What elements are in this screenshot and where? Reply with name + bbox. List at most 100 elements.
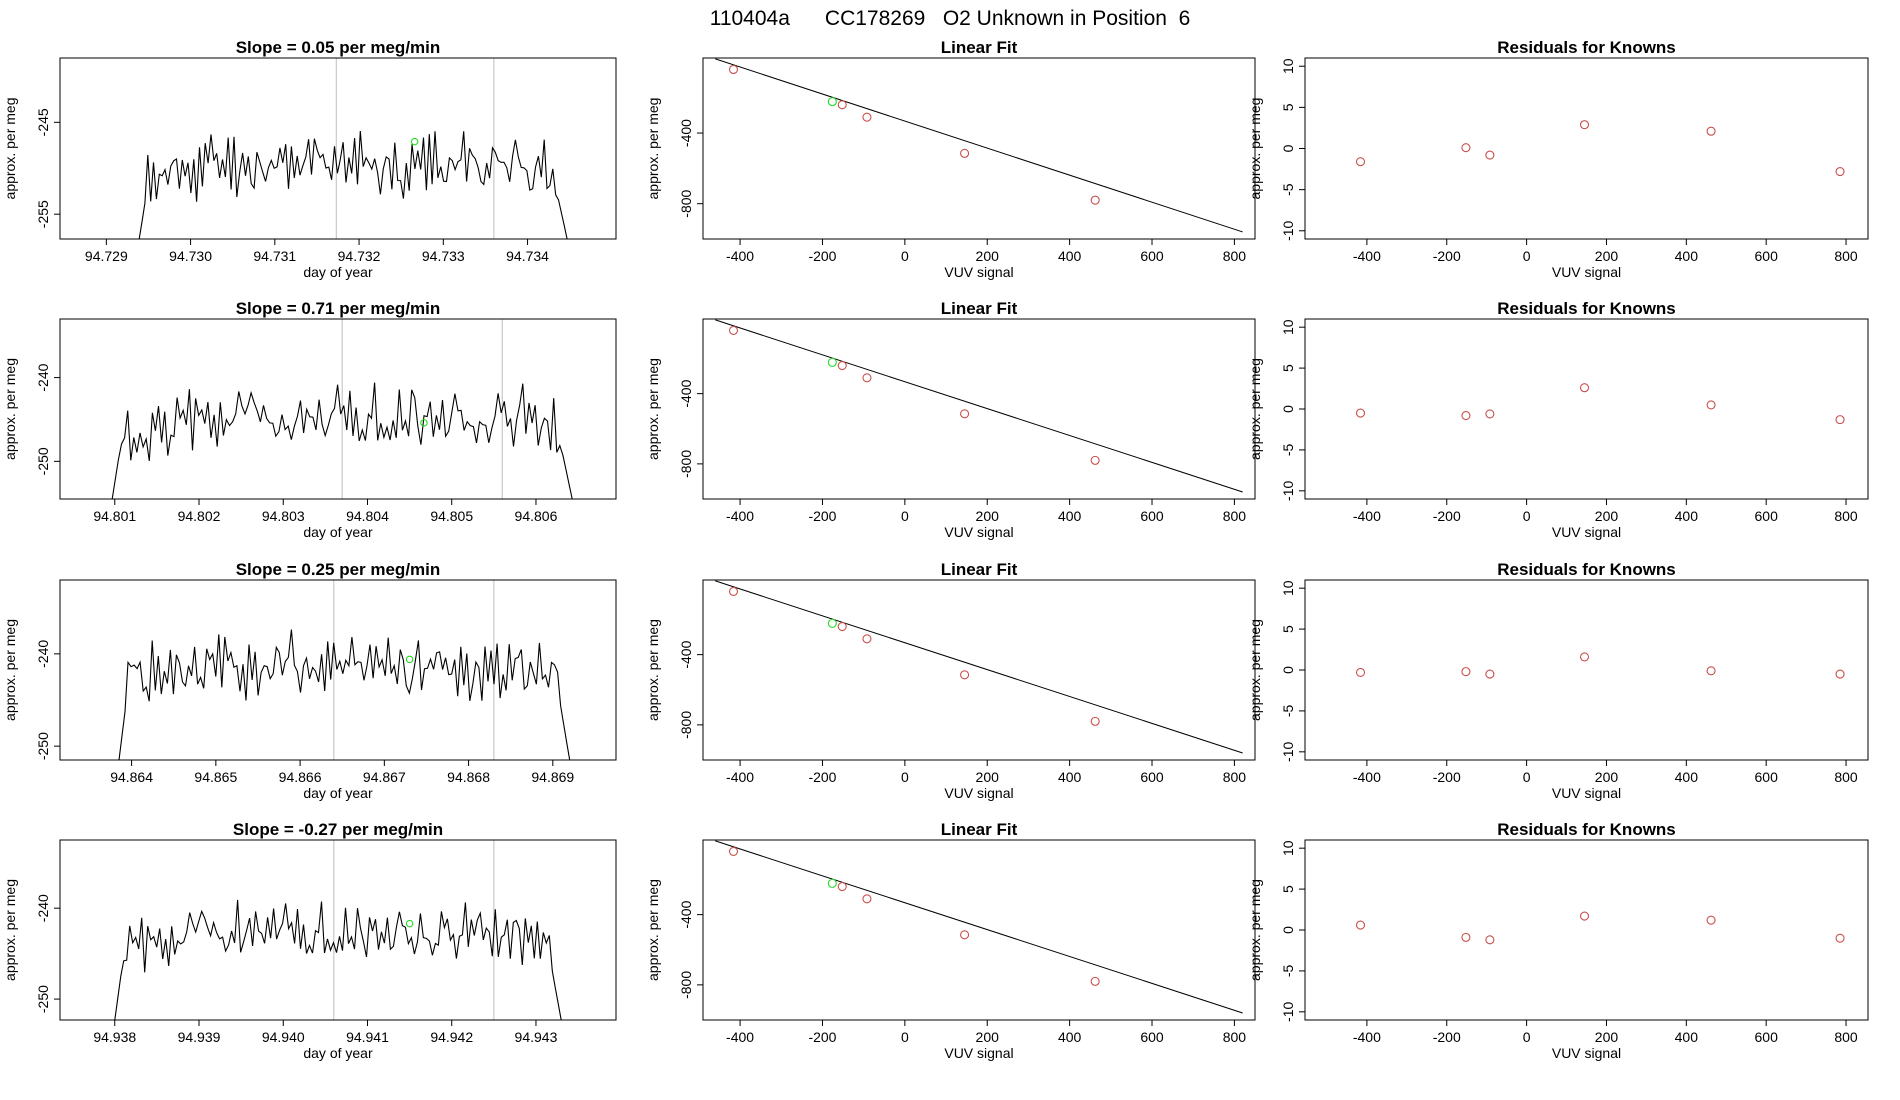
residual-point (1485, 935, 1495, 945)
plot-frame (702, 579, 1256, 761)
x-tick-label: 94.941 (346, 1029, 389, 1045)
x-tick-label: 94.943 (515, 1029, 558, 1045)
y-axis-label: approx. per meg (2, 619, 18, 721)
x-tick-label: 400 (1675, 1029, 1699, 1045)
fit-line (715, 58, 1243, 233)
residual-point (1485, 409, 1495, 419)
plot-area (1355, 120, 1845, 177)
x-tick-label: 600 (1140, 769, 1164, 785)
x-tick-label: 0 (1523, 508, 1531, 524)
panel-trace-1: Slope = 0.05 per meg/min 94.729 94.730 94.7… (2, 38, 617, 280)
y-tick-label: 10 (1280, 58, 1296, 74)
panel-title: Residuals for Knowns (1497, 299, 1676, 318)
panel-title: Residuals for Knowns (1497, 820, 1676, 839)
x-tick-label: 400 (1058, 1029, 1082, 1045)
unknown-marker (410, 137, 419, 146)
known-point (728, 325, 739, 335)
panel-title: Linear Fit (941, 38, 1018, 57)
x-tick-label: 0 (901, 508, 909, 524)
known-point (1090, 455, 1100, 465)
plot-area (114, 899, 562, 1020)
x-tick-label: -200 (1433, 1029, 1461, 1045)
plot-area (1355, 383, 1845, 425)
x-tick-label: 94.869 (531, 769, 574, 785)
residual-point (1355, 157, 1366, 167)
x-tick-label: -400 (1353, 248, 1381, 264)
x-tick-label: 600 (1140, 1029, 1164, 1045)
y-tick-label: -240 (35, 640, 51, 668)
known-point (862, 894, 872, 904)
known-point (960, 930, 970, 940)
x-tick-label: 800 (1834, 248, 1858, 264)
plot-area (1355, 911, 1845, 945)
y-tick-label: -5 (1280, 704, 1296, 717)
known-point (837, 621, 847, 632)
y-tick-label: -5 (1280, 964, 1296, 977)
y-tick-label: -800 (678, 189, 694, 217)
x-tick-label: 200 (1595, 248, 1619, 264)
residual-point (1579, 911, 1590, 921)
panel-title: Linear Fit (941, 299, 1018, 318)
plot-frame (1304, 57, 1869, 240)
panel-trace-3: Slope = 0.25 per meg/min 94.864 94.865 94.8… (2, 560, 617, 801)
trace-line (138, 130, 568, 239)
x-tick-label: 94.732 (338, 248, 381, 264)
x-axis-label: VUV signal (1552, 1045, 1621, 1061)
plot-frame (59, 579, 617, 761)
panel-trace-4: Slope = -0.27 per meg/min 94.938 94.939 94.… (2, 820, 617, 1061)
unknown-point (827, 97, 837, 107)
y-tick-label: 10 (1280, 840, 1296, 856)
unknown-point (827, 357, 837, 367)
plot-frame (59, 57, 617, 240)
trace-line (111, 382, 573, 499)
y-tick-label: -800 (678, 450, 694, 478)
known-point (862, 373, 872, 383)
known-point (728, 64, 739, 75)
x-tick-label: 94.730 (169, 248, 212, 264)
fit-line (715, 580, 1243, 754)
x-tick-label: 94.868 (447, 769, 490, 785)
x-tick-label: 200 (976, 769, 1000, 785)
y-tick-label: -240 (35, 363, 51, 391)
y-axis-label: approx. per meg (1247, 358, 1263, 460)
plot-frame (59, 839, 617, 1021)
plot-frame (702, 57, 1256, 240)
residual-point (1835, 415, 1845, 425)
plot-area (715, 840, 1243, 1014)
unknown-point (827, 878, 837, 888)
plot-area (138, 130, 568, 239)
plot-area (1355, 652, 1845, 679)
y-tick-label: 5 (1280, 364, 1296, 372)
y-tick-label: -10 (1280, 220, 1296, 240)
y-tick-label: 10 (1280, 319, 1296, 335)
x-tick-label: 800 (1834, 1029, 1858, 1045)
x-tick-label: -200 (808, 769, 836, 785)
x-tick-label: -400 (1353, 769, 1381, 785)
plot-frame (1304, 579, 1869, 761)
y-axis-label: approx. per meg (1247, 619, 1263, 721)
unknown-marker (420, 419, 428, 427)
y-tick-label: 0 (1280, 405, 1296, 413)
x-tick-label: 400 (1675, 248, 1699, 264)
x-axis-label: day of year (303, 1045, 373, 1061)
x-axis-label: VUV signal (1552, 264, 1621, 280)
panel-residuals-1: Residuals for Knowns -400 -200 0 200 400 600 80… (1247, 38, 1869, 280)
y-tick-label: -5 (1280, 183, 1296, 196)
x-tick-label: 94.864 (110, 769, 153, 785)
x-axis-label: VUV signal (944, 524, 1013, 540)
x-tick-label: 800 (1223, 508, 1247, 524)
x-tick-label: 200 (1595, 508, 1619, 524)
x-tick-label: 800 (1223, 248, 1247, 264)
x-tick-label: 400 (1058, 248, 1082, 264)
panel-title: Slope = 0.05 per meg/min (236, 38, 441, 57)
y-tick-label: 5 (1280, 885, 1296, 893)
plot-area (715, 58, 1243, 233)
panel-residuals-3: Residuals for Knowns -400 -200 0 200 400 600 80… (1247, 560, 1869, 801)
x-tick-label: 200 (1595, 769, 1619, 785)
plot-frame (1304, 318, 1869, 500)
x-tick-label: -400 (726, 248, 754, 264)
x-tick-label: 400 (1058, 508, 1082, 524)
y-tick-label: -10 (1280, 480, 1296, 500)
x-tick-label: 600 (1755, 1029, 1779, 1045)
